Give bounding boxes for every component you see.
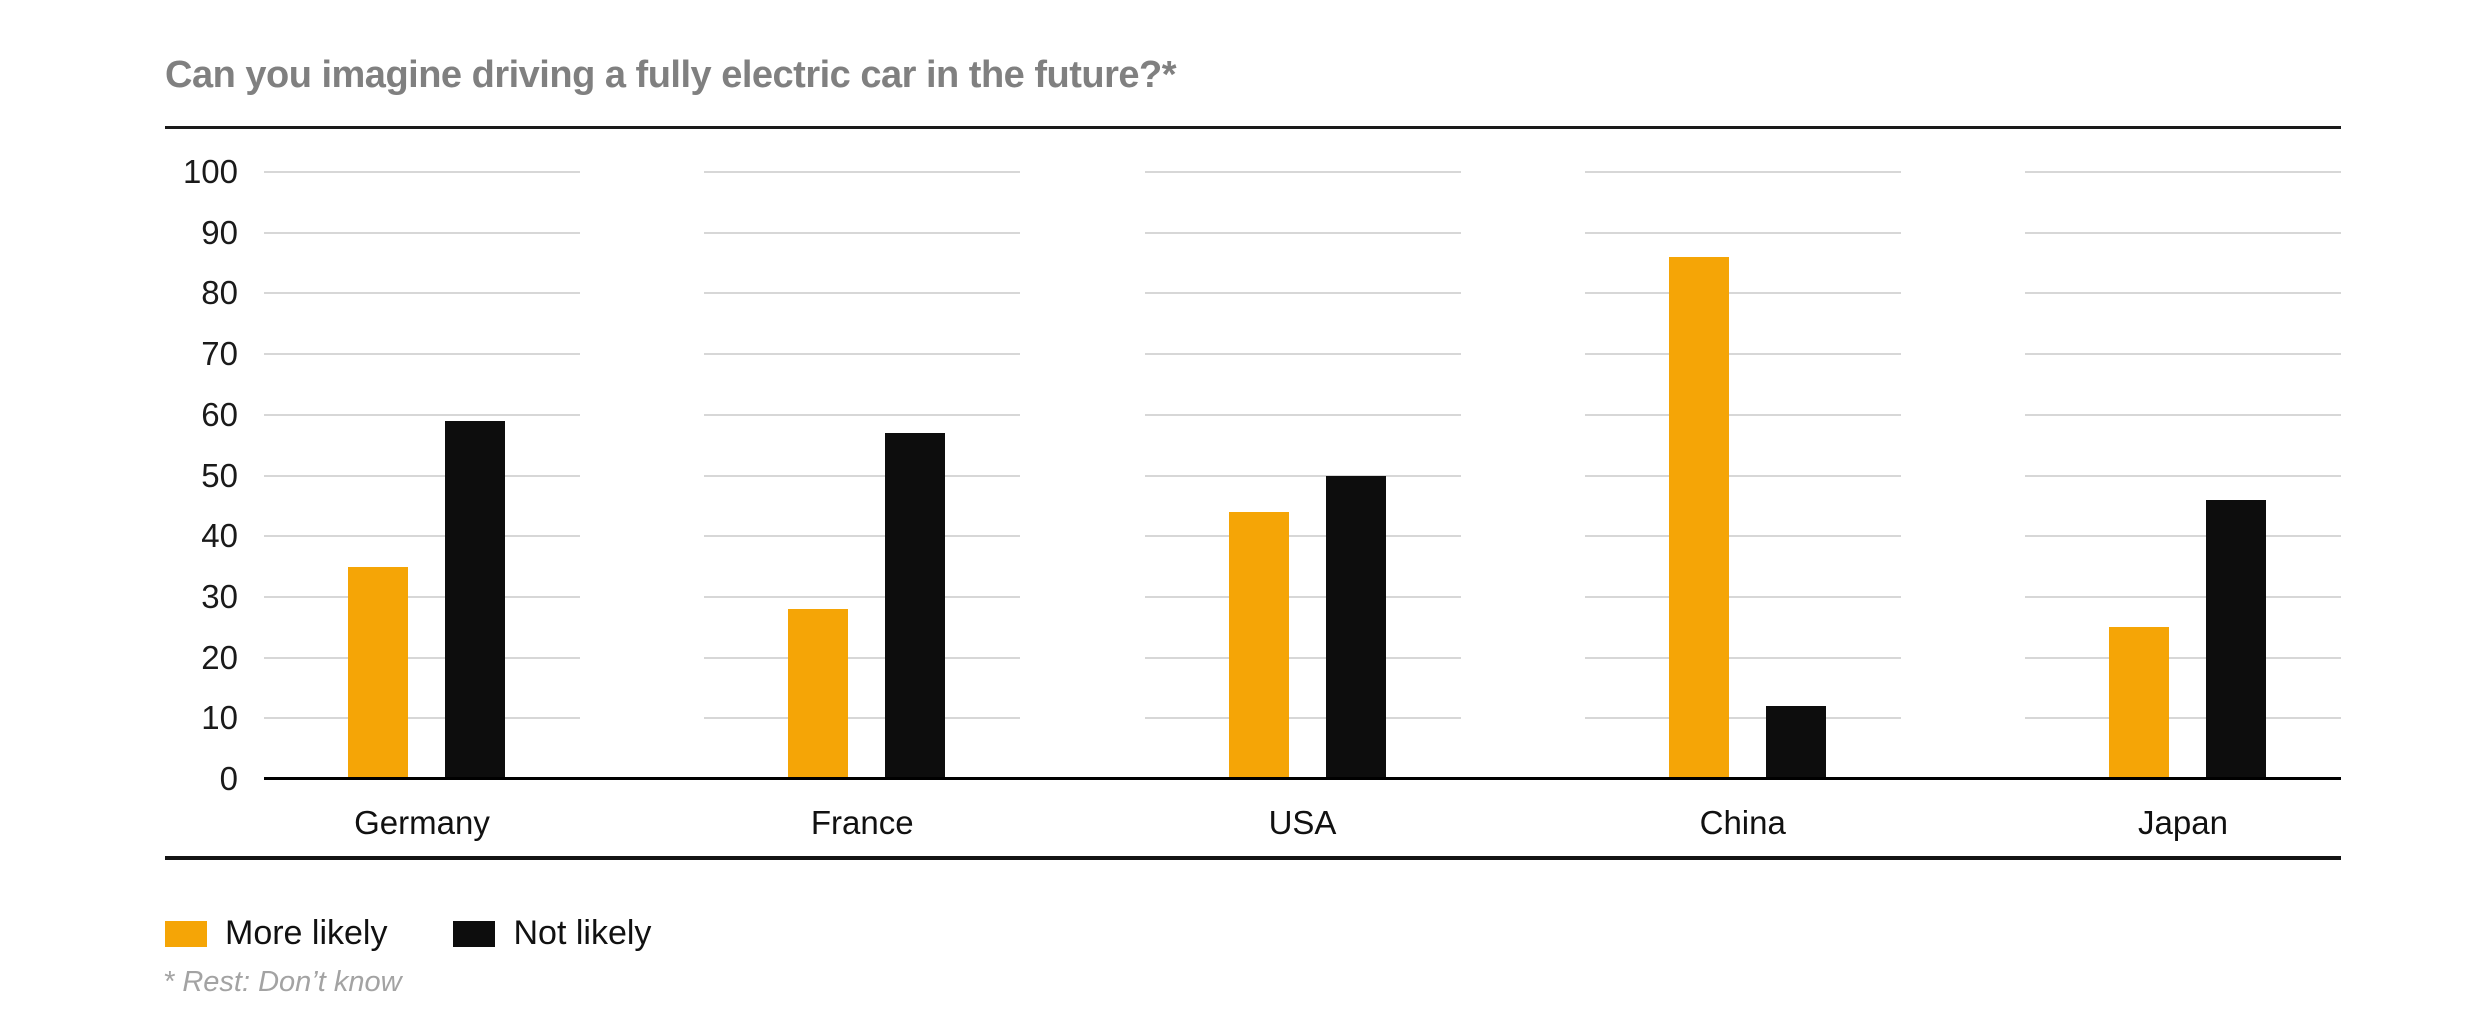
gridline-10 [704,717,1021,720]
bar-group-japan [2025,171,2341,779]
gridline-20 [264,656,580,659]
gridline-60 [1584,413,1901,416]
bar-not-likely-usa [1325,475,1386,779]
bar-group-china [1584,171,1901,779]
gridline-100 [704,171,1021,173]
y-tick-20: 20 [201,638,238,676]
y-tick-80: 80 [201,274,238,312]
y-tick-50: 50 [201,456,238,494]
gridline-50 [264,474,580,477]
gridline-70 [1144,353,1461,356]
gridline-40 [2025,535,2341,538]
bar-group-france [704,171,1021,779]
gridline-20 [1584,656,1901,659]
legend-label-more-likely: More likely [225,914,388,952]
gridline-90 [704,231,1021,234]
legend: More likely Not likely [165,914,651,953]
bar-not-likely-japan [2206,499,2266,779]
gridline-30 [264,595,580,598]
y-tick-90: 90 [201,213,238,251]
bar-more-likely-france [788,609,849,779]
bar-group-usa [1144,171,1461,779]
bar-not-likely-germany [445,420,505,779]
gridline-10 [2025,717,2341,720]
gridline-20 [1144,656,1461,659]
gridline-50 [704,474,1021,477]
bar-more-likely-china [1668,256,1729,779]
gridline-90 [1144,231,1461,234]
y-tick-40: 40 [201,517,238,555]
y-tick-100: 100 [182,153,238,190]
gridline-70 [704,353,1021,356]
gridline-10 [1144,717,1461,720]
gridline-100 [1584,171,1901,173]
legend-label-not-likely: Not likely [513,914,652,952]
x-axis-label-japan: Japan [2138,804,2228,841]
chart-title: Can you imagine driving a fully electric… [165,54,1177,96]
gridline-90 [1584,231,1901,234]
gridline-100 [2025,171,2341,173]
bar-more-likely-japan [2109,627,2169,779]
gridline-100 [1144,171,1461,173]
gridline-60 [264,413,580,416]
y-tick-70: 70 [201,335,238,373]
bar-not-likely-china [1765,706,1826,779]
gridline-80 [704,292,1021,295]
x-axis-line [264,777,2341,780]
gridline-80 [1144,292,1461,295]
gridline-40 [264,535,580,538]
bar-more-likely-germany [348,566,408,779]
gridline-30 [2025,595,2341,598]
gridline-50 [1584,474,1901,477]
not-likely-swatch-icon [453,920,496,947]
x-axis-label-france: France [810,804,914,841]
gridline-20 [704,656,1021,659]
gridline-60 [2025,413,2341,416]
title-divider-rule [165,126,2341,129]
gridline-60 [1144,413,1461,416]
gridline-30 [704,595,1021,598]
gridline-30 [1584,595,1901,598]
plot-area [264,171,2341,779]
bottom-divider-rule [165,856,2341,860]
gridline-50 [1144,474,1461,477]
gridline-90 [2025,231,2341,234]
gridline-10 [264,717,580,720]
gridline-40 [1144,535,1461,538]
gridline-90 [264,231,580,234]
gridline-80 [2025,292,2341,295]
chart-footnote: * Rest: Don’t know [163,966,402,998]
gridline-60 [704,413,1021,416]
gridline-70 [264,353,580,356]
y-tick-30: 30 [201,577,238,615]
bar-group-germany [264,171,580,779]
x-axis-label-usa: USA [1268,804,1337,841]
gridline-100 [264,171,580,173]
y-tick-0: 0 [219,760,238,797]
gridline-70 [2025,353,2341,356]
gridline-70 [1584,353,1901,356]
gridline-20 [2025,656,2341,659]
gridline-40 [704,535,1021,538]
legend-item-not-likely: Not likely [453,914,651,953]
gridline-80 [264,292,580,295]
x-axis-label-china: China [1699,804,1786,841]
y-tick-10: 10 [201,699,238,737]
bar-more-likely-usa [1228,511,1289,779]
gridline-40 [1584,535,1901,538]
x-axis-label-germany: Germany [354,804,490,841]
bar-not-likely-france [885,433,946,779]
gridline-30 [1144,595,1461,598]
gridline-10 [1584,717,1901,720]
y-tick-60: 60 [201,395,238,433]
more-likely-swatch-icon [165,920,207,947]
legend-item-more-likely: More likely [165,914,387,953]
gridline-80 [1584,292,1901,295]
gridline-50 [2025,474,2341,477]
